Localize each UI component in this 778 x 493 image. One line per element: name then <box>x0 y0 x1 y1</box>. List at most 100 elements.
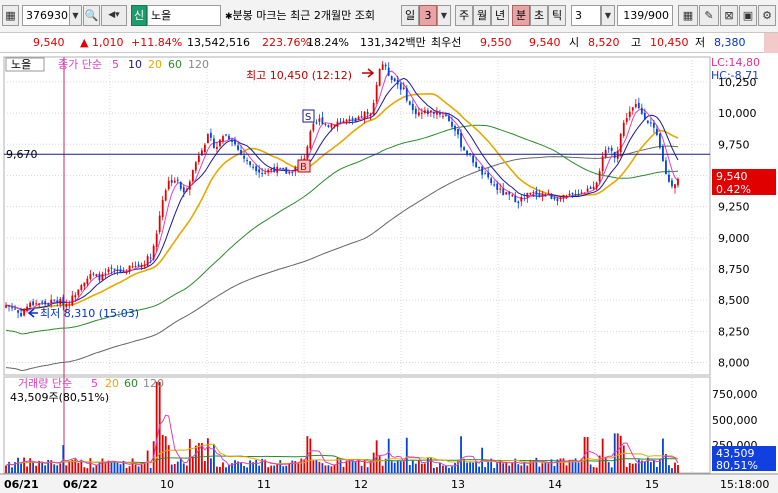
candle-body <box>104 273 107 275</box>
period-tick-button[interactable]: 틱 <box>548 5 566 26</box>
search-icon[interactable]: 🔍 <box>83 5 100 26</box>
volume-bar <box>417 460 420 473</box>
candle-body <box>592 186 595 189</box>
candle-body <box>95 274 98 277</box>
candle-body <box>478 166 481 168</box>
candle-body <box>20 313 22 317</box>
candle-body <box>50 299 53 303</box>
interval-select[interactable]: 3 <box>571 5 601 26</box>
stock-name-field[interactable]: 노을 <box>147 5 221 26</box>
price-tick-label: 8,750 <box>718 263 750 276</box>
candle-body <box>321 117 324 125</box>
screenshot-icon[interactable]: ⊠ <box>720 5 738 26</box>
code-dropdown-icon[interactable]: ▼ <box>69 5 82 26</box>
candle-body <box>634 103 637 108</box>
buy-mark[interactable] <box>297 159 311 173</box>
candle-body <box>414 108 417 115</box>
chart-area[interactable]: 노을 종가 단순 5 10 20 60 120 LC:14,80 HC:-8,7… <box>0 54 778 493</box>
low-price: 8,380 <box>714 36 746 49</box>
volume-bar <box>161 434 164 473</box>
scroll-right-button[interactable] <box>764 33 778 53</box>
interval-dropdown-icon[interactable]: ▼ <box>601 5 615 26</box>
volume-bar <box>423 463 426 473</box>
volume-bar <box>541 463 544 473</box>
candle-body <box>517 201 520 204</box>
candle-body <box>408 101 411 105</box>
vol-ma5-line <box>5 414 679 467</box>
volume-bar <box>526 465 529 473</box>
volume-bar <box>646 457 649 473</box>
candle-body <box>351 118 354 120</box>
candle-body <box>547 194 550 196</box>
candle-body <box>222 136 224 142</box>
candle-body <box>119 269 122 273</box>
high-price: 10,450 <box>650 36 689 49</box>
sound-icon[interactable]: ◀▾ <box>101 5 127 26</box>
volume-bar <box>167 445 170 473</box>
volume-bar <box>333 464 336 473</box>
period-year-button[interactable]: 년 <box>491 5 509 26</box>
candle-body <box>613 152 616 158</box>
grid-icon[interactable]: ▦ <box>2 5 19 26</box>
drawing-tools-icon[interactable]: ✎ <box>699 5 719 26</box>
price-axis-labels: 10,25010,0009,7509,5009,2509,0008,7508,5… <box>718 76 757 370</box>
candle-body <box>357 116 360 120</box>
volume-bar <box>493 468 496 473</box>
candle-body <box>381 64 384 70</box>
candle-body <box>336 121 339 127</box>
best-bid: 9,540 <box>529 36 561 49</box>
volume-bar <box>92 467 95 473</box>
candle-body <box>616 150 619 159</box>
candle-body <box>237 145 239 150</box>
price-tick-label: 8,250 <box>718 325 750 338</box>
period-day-count[interactable]: 3 <box>419 5 437 26</box>
volume-bar <box>445 465 447 473</box>
price-tick-label: 8,500 <box>718 294 750 307</box>
candle-body <box>610 147 613 151</box>
volume-bar <box>270 465 273 473</box>
candle-body <box>393 78 396 82</box>
volume-bar <box>273 465 276 473</box>
ma120-legend: 120 <box>188 58 209 71</box>
indicator-icon[interactable]: ▦ <box>678 5 698 26</box>
volume-bar <box>107 460 110 473</box>
price-panel[interactable] <box>3 56 711 376</box>
volume-bar <box>598 455 601 473</box>
candle-body <box>240 150 242 155</box>
candle-body <box>213 138 215 149</box>
day-count-dropdown-icon[interactable]: ▼ <box>437 5 451 26</box>
candle-body <box>23 309 25 316</box>
volume-bar <box>264 459 267 473</box>
candle-body <box>442 115 444 117</box>
settings-icon[interactable]: ⚙ <box>758 5 776 26</box>
chart-overlays <box>4 68 710 318</box>
volume-bar <box>366 467 369 473</box>
volume-bar <box>408 464 411 473</box>
buy-mark-label: B <box>300 162 307 173</box>
candle-body <box>550 193 553 199</box>
volume-bar <box>8 461 10 473</box>
candle-body <box>333 125 336 127</box>
low-arrow <box>27 308 38 318</box>
candle-body <box>526 192 529 198</box>
panel-title: 노을 <box>11 58 31 71</box>
volume-bar <box>303 459 306 473</box>
save-icon[interactable]: ▣ <box>739 5 757 26</box>
volume-panel[interactable] <box>3 376 711 474</box>
period-day-button[interactable]: 일 <box>401 5 419 26</box>
period-second-button[interactable]: 초 <box>530 5 548 26</box>
period-week-button[interactable]: 주 <box>455 5 473 26</box>
period-minute-button[interactable]: 분 <box>512 5 530 26</box>
candle-body <box>327 125 330 127</box>
period-month-button[interactable]: 월 <box>473 5 491 26</box>
candle-count-field[interactable]: 139/900 <box>617 5 673 26</box>
volume-bar <box>451 466 453 473</box>
volume-bar <box>562 458 565 473</box>
candle-body <box>505 192 508 195</box>
candle-body <box>161 200 164 217</box>
candle-body <box>8 305 10 307</box>
stock-code-input[interactable]: 376930 <box>22 5 70 26</box>
candle-body <box>640 107 643 114</box>
sell-mark[interactable] <box>302 109 315 123</box>
volume-bar <box>11 467 13 473</box>
